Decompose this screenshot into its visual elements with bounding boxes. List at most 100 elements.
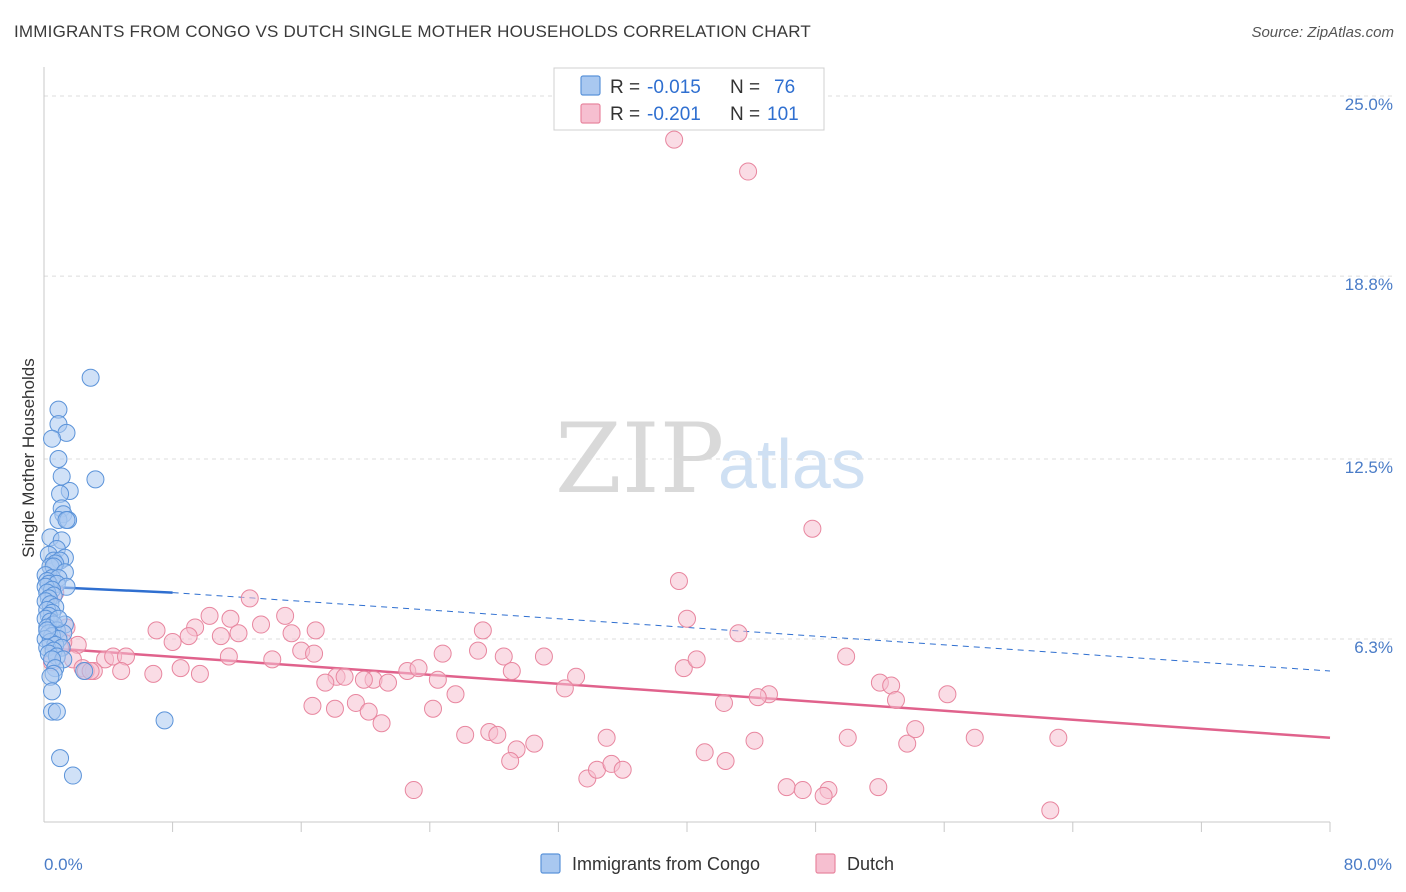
point-dutch-84 xyxy=(898,734,917,753)
point-dutch-37 xyxy=(112,662,131,680)
point-dutch-31 xyxy=(494,647,513,666)
point-dutch-0 xyxy=(665,130,684,149)
point-dutch-89 xyxy=(793,781,812,800)
y-tick-label-1: 12.5% xyxy=(1345,458,1393,477)
point-dutch-47 xyxy=(567,667,586,686)
point-dutch-85 xyxy=(906,720,925,739)
point-dutch-48 xyxy=(555,679,574,698)
point-dutch-2 xyxy=(803,519,822,538)
point-dutch-3 xyxy=(669,571,688,590)
point-dutch-91 xyxy=(814,786,833,805)
y-tick-label-0: 6.3% xyxy=(1354,638,1393,657)
point-dutch-79 xyxy=(613,760,632,779)
point-dutch-6 xyxy=(200,606,219,625)
point-congo-0 xyxy=(81,368,100,387)
point-dutch-54 xyxy=(316,673,335,692)
point-congo-74 xyxy=(38,621,57,640)
bottom-legend: Immigrants from Congo Dutch xyxy=(540,853,894,874)
watermark-atlas: atlas xyxy=(718,425,866,503)
bottom-legend-label-dutch: Dutch xyxy=(847,854,894,874)
point-dutch-49 xyxy=(674,659,693,678)
point-dutch-71 xyxy=(488,725,507,744)
data-points xyxy=(36,130,1068,820)
point-dutch-1 xyxy=(739,162,758,181)
point-dutch-26 xyxy=(263,650,282,669)
point-congo-75 xyxy=(49,609,68,628)
point-dutch-38 xyxy=(144,664,163,683)
point-dutch-80 xyxy=(695,743,714,762)
legend-n-value-dutch: 101 xyxy=(767,104,799,125)
point-dutch-39 xyxy=(171,659,190,678)
point-dutch-56 xyxy=(428,670,447,689)
point-dutch-74 xyxy=(501,752,520,771)
y-axis-label: Single Mother Households xyxy=(19,358,38,557)
point-dutch-83 xyxy=(838,728,857,747)
point-dutch-87 xyxy=(1049,728,1068,747)
x-tick-label-0: 0.0% xyxy=(44,855,83,874)
point-dutch-5 xyxy=(678,609,696,628)
bottom-legend-label-congo: Immigrants from Congo xyxy=(572,854,760,874)
bottom-legend-swatch-dutch xyxy=(815,853,836,874)
point-congo-6 xyxy=(86,470,105,489)
legend-r-label-dutch: R = xyxy=(610,104,640,125)
legend-swatch-dutch xyxy=(580,103,601,124)
point-dutch-65 xyxy=(346,693,365,712)
point-dutch-69 xyxy=(456,725,475,744)
point-dutch-11 xyxy=(276,606,295,625)
point-dutch-82 xyxy=(745,731,764,750)
point-dutch-63 xyxy=(303,696,322,715)
chart-title: IMMIGRANTS FROM CONGO VS DUTCH SINGLE MO… xyxy=(14,22,811,41)
point-dutch-59 xyxy=(748,688,767,707)
point-congo-14 xyxy=(57,511,76,529)
point-dutch-10 xyxy=(252,615,271,634)
point-congo-71 xyxy=(155,711,174,730)
point-congo-5 xyxy=(49,450,68,469)
legend-n-label-dutch: N = xyxy=(730,104,760,125)
legend-r-value-dutch: -0.201 xyxy=(647,104,701,125)
bottom-legend-swatch-congo xyxy=(540,853,561,874)
point-dutch-67 xyxy=(372,714,391,733)
point-dutch-8 xyxy=(147,621,166,640)
point-dutch-73 xyxy=(525,734,544,753)
trend-line-congo-dashed xyxy=(172,592,1331,672)
point-congo-65 xyxy=(75,662,94,680)
point-dutch-28 xyxy=(305,644,324,663)
point-dutch-17 xyxy=(163,632,182,651)
point-dutch-78 xyxy=(597,728,616,747)
point-dutch-30 xyxy=(469,641,488,660)
legend-r-value-congo: -0.015 xyxy=(647,77,701,98)
point-dutch-40 xyxy=(190,664,209,683)
legend: R = -0.015 N = 76 R = -0.201 N = 101 xyxy=(553,67,825,131)
point-dutch-57 xyxy=(446,685,465,704)
point-dutch-15 xyxy=(211,627,230,646)
point-dutch-55 xyxy=(354,670,373,689)
y-tick-label-2: 18.8% xyxy=(1345,275,1393,294)
point-congo-4 xyxy=(43,429,62,448)
axes: 6.3% 12.5% 18.8% 25.0% 0.0% 80.0% xyxy=(43,67,1393,874)
point-dutch-86 xyxy=(965,728,984,747)
legend-n-label-congo: N = xyxy=(730,77,760,98)
point-dutch-53 xyxy=(335,667,354,686)
point-dutch-12 xyxy=(306,621,325,640)
point-dutch-19 xyxy=(282,624,301,643)
gridlines xyxy=(44,95,1392,640)
point-congo-7 xyxy=(52,467,71,486)
trend-line-dutch xyxy=(43,646,1331,740)
point-congo-72 xyxy=(51,749,70,768)
legend-swatch-congo xyxy=(580,75,601,96)
point-dutch-29 xyxy=(433,644,452,663)
point-dutch-60 xyxy=(714,693,733,712)
point-dutch-81 xyxy=(716,752,735,771)
point-dutch-62 xyxy=(938,685,957,704)
point-dutch-45 xyxy=(409,659,428,678)
point-dutch-43 xyxy=(379,673,398,692)
point-dutch-14 xyxy=(729,624,748,643)
point-dutch-64 xyxy=(325,699,344,718)
point-dutch-61 xyxy=(886,691,905,710)
point-congo-73 xyxy=(63,766,82,785)
point-dutch-50 xyxy=(687,650,706,669)
point-dutch-18 xyxy=(179,627,198,646)
point-dutch-92 xyxy=(869,778,888,797)
point-dutch-100 xyxy=(1041,801,1060,820)
